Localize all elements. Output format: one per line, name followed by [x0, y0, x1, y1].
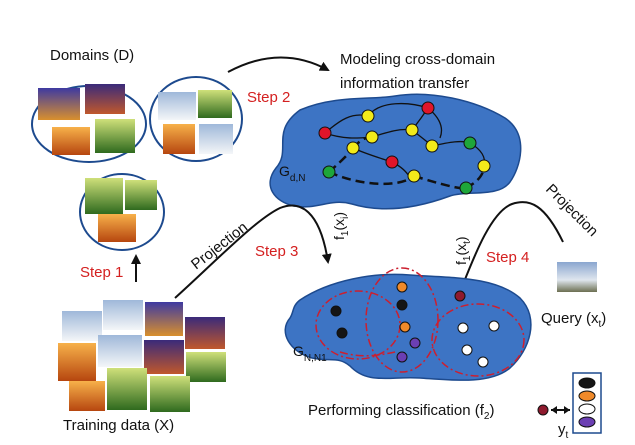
manifold-blob-top: [269, 93, 522, 210]
label-orange: [578, 390, 596, 402]
query-image: [557, 262, 597, 292]
projection-right-arrow: [458, 201, 564, 294]
modeling-label-line2: information transfer: [340, 75, 469, 92]
query-label: Query (xt): [541, 310, 606, 330]
step3-label: Step 3: [255, 243, 298, 260]
modeling-label-line1: Modeling cross-domain: [340, 51, 495, 68]
training-data-label: Training data (X): [63, 417, 174, 434]
g-top-label: Gd,N: [279, 163, 305, 184]
node-yellow: [425, 139, 439, 153]
node-red: [385, 155, 399, 169]
node-yellow: [346, 141, 360, 155]
node-orange: [399, 321, 411, 333]
node-black: [336, 327, 348, 339]
node-yellow: [361, 109, 375, 123]
node-yellow: [407, 169, 421, 183]
f1-right-label: f1(xt): [453, 236, 473, 265]
performing-classification-label: Performing classification (f2): [308, 402, 494, 422]
f1-left-label: f1(xi): [331, 212, 351, 240]
cluster-boundaries: [315, 267, 525, 377]
step4-label: Step 4: [486, 249, 529, 266]
domain-ellipse-top-left: [31, 84, 147, 163]
g-bottom-label: GN,N1: [293, 343, 327, 364]
domain-ellipse-top-right: [149, 76, 243, 162]
graph-nodes-bottom: [330, 281, 500, 368]
node-white: [488, 320, 500, 332]
label-purple: [578, 416, 596, 428]
step1-label: Step 1: [80, 264, 123, 281]
step2-label: Step 2: [247, 89, 290, 106]
node-darkred: [454, 290, 466, 302]
node-white: [477, 356, 489, 368]
node-black: [330, 305, 342, 317]
step2-arrow: [227, 56, 330, 73]
node-yellow: [365, 130, 379, 144]
node-green: [322, 165, 336, 179]
label-black: [578, 377, 596, 389]
projection-left-label: Projection: [188, 219, 251, 273]
node-green: [463, 136, 477, 150]
label-set-box: [572, 372, 602, 434]
classified-query-node: [537, 404, 549, 416]
node-red: [421, 101, 435, 115]
node-purple: [396, 351, 408, 363]
projection-right-label: Projection: [542, 181, 601, 240]
node-yellow: [477, 159, 491, 173]
node-orange: [396, 281, 408, 293]
yt-label: yt: [558, 421, 569, 441]
training-data-collage: [58, 300, 226, 412]
label-white: [578, 403, 596, 415]
graph-nodes-top: [318, 101, 491, 195]
node-white: [461, 344, 473, 356]
domains-label: Domains (D): [50, 47, 134, 64]
node-purple: [409, 337, 421, 349]
node-yellow: [405, 123, 419, 137]
node-black: [396, 299, 408, 311]
node-green: [459, 181, 473, 195]
node-white: [457, 322, 469, 334]
projection-left-arrow: [174, 204, 332, 299]
node-red: [318, 126, 332, 140]
domain-ellipse-bottom: [79, 173, 165, 251]
